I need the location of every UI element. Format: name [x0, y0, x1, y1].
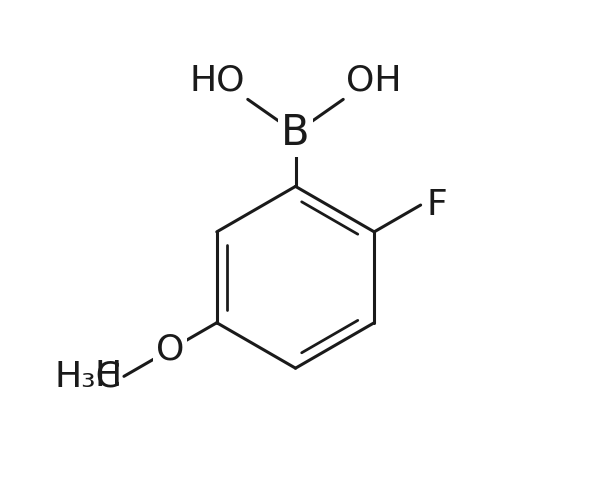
Text: OH: OH [346, 63, 401, 97]
Text: B: B [281, 112, 310, 154]
Text: F: F [426, 188, 447, 222]
Text: HO: HO [190, 63, 245, 97]
Text: H: H [95, 360, 122, 393]
Text: H₃C: H₃C [55, 360, 122, 393]
Text: O: O [156, 333, 184, 367]
